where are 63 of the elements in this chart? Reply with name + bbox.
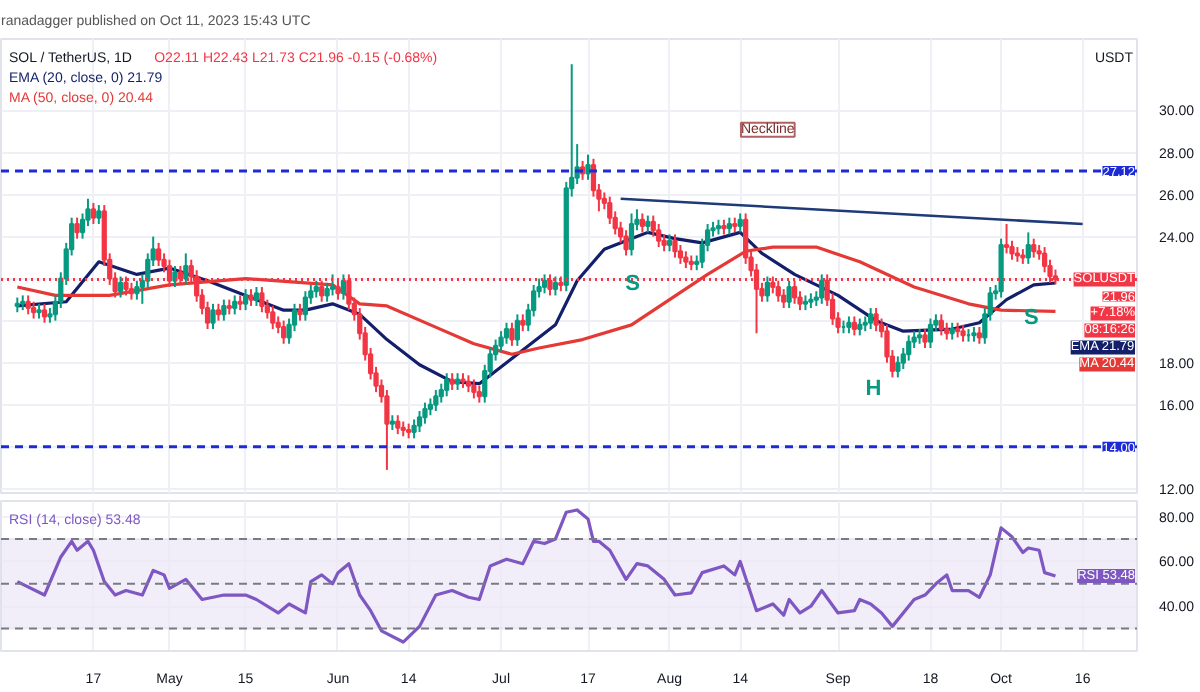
candlestick bbox=[210, 302, 216, 331]
candlestick bbox=[242, 288, 249, 312]
candlestick bbox=[552, 275, 559, 297]
candlestick bbox=[329, 273, 336, 297]
candlestick bbox=[471, 378, 477, 400]
candlestick bbox=[395, 414, 401, 436]
candlestick bbox=[324, 281, 330, 303]
candlestick bbox=[906, 334, 912, 362]
candlestick bbox=[156, 241, 162, 267]
candlestick bbox=[873, 307, 879, 333]
candlestick bbox=[117, 275, 124, 299]
annotation: H bbox=[865, 376, 882, 401]
candlestick bbox=[433, 389, 439, 413]
candlestick bbox=[851, 315, 857, 337]
candlestick bbox=[134, 279, 140, 301]
candlestick bbox=[172, 265, 178, 289]
candlestick bbox=[444, 372, 450, 398]
candlestick bbox=[585, 153, 591, 181]
candlestick bbox=[1031, 237, 1037, 259]
candlestick bbox=[998, 237, 1004, 299]
candlestick bbox=[498, 330, 504, 354]
candlestick bbox=[411, 418, 417, 440]
candlestick bbox=[1025, 231, 1031, 265]
candlestick bbox=[639, 212, 646, 234]
candlestick bbox=[96, 204, 102, 225]
candlestick bbox=[781, 288, 787, 310]
candlestick bbox=[41, 302, 48, 324]
candlestick bbox=[786, 279, 792, 310]
candlestick bbox=[895, 355, 901, 379]
candlestick bbox=[938, 313, 944, 337]
candlestick bbox=[74, 216, 80, 240]
candlestick bbox=[672, 233, 678, 259]
candlestick bbox=[764, 275, 771, 303]
candlestick bbox=[623, 229, 629, 257]
candlestick bbox=[656, 222, 662, 249]
candlestick bbox=[927, 317, 934, 349]
candlestick bbox=[270, 304, 276, 331]
annotation: S bbox=[1024, 306, 1039, 331]
candlestick bbox=[259, 286, 265, 314]
candlestick bbox=[868, 307, 874, 331]
candlestick bbox=[221, 298, 227, 322]
candlestick bbox=[25, 294, 31, 316]
candlestick bbox=[628, 212, 635, 257]
candlestick bbox=[737, 212, 743, 234]
candlestick bbox=[319, 279, 325, 303]
candlestick bbox=[232, 294, 238, 316]
candlestick bbox=[416, 410, 423, 434]
candlestick bbox=[509, 321, 515, 347]
candlestick bbox=[819, 273, 825, 305]
candlestick bbox=[514, 313, 520, 347]
annotation: S bbox=[625, 272, 640, 297]
candlestick bbox=[253, 286, 260, 307]
candlestick bbox=[90, 201, 97, 225]
candlestick bbox=[1003, 222, 1010, 255]
candlestick bbox=[922, 328, 928, 349]
candlestick bbox=[340, 273, 347, 301]
candlestick bbox=[281, 319, 287, 345]
candlestick bbox=[541, 273, 548, 295]
candlestick bbox=[422, 401, 428, 425]
candlestick bbox=[183, 252, 189, 286]
candlestick bbox=[775, 279, 781, 303]
candlestick bbox=[302, 290, 309, 322]
candlestick bbox=[503, 321, 510, 345]
